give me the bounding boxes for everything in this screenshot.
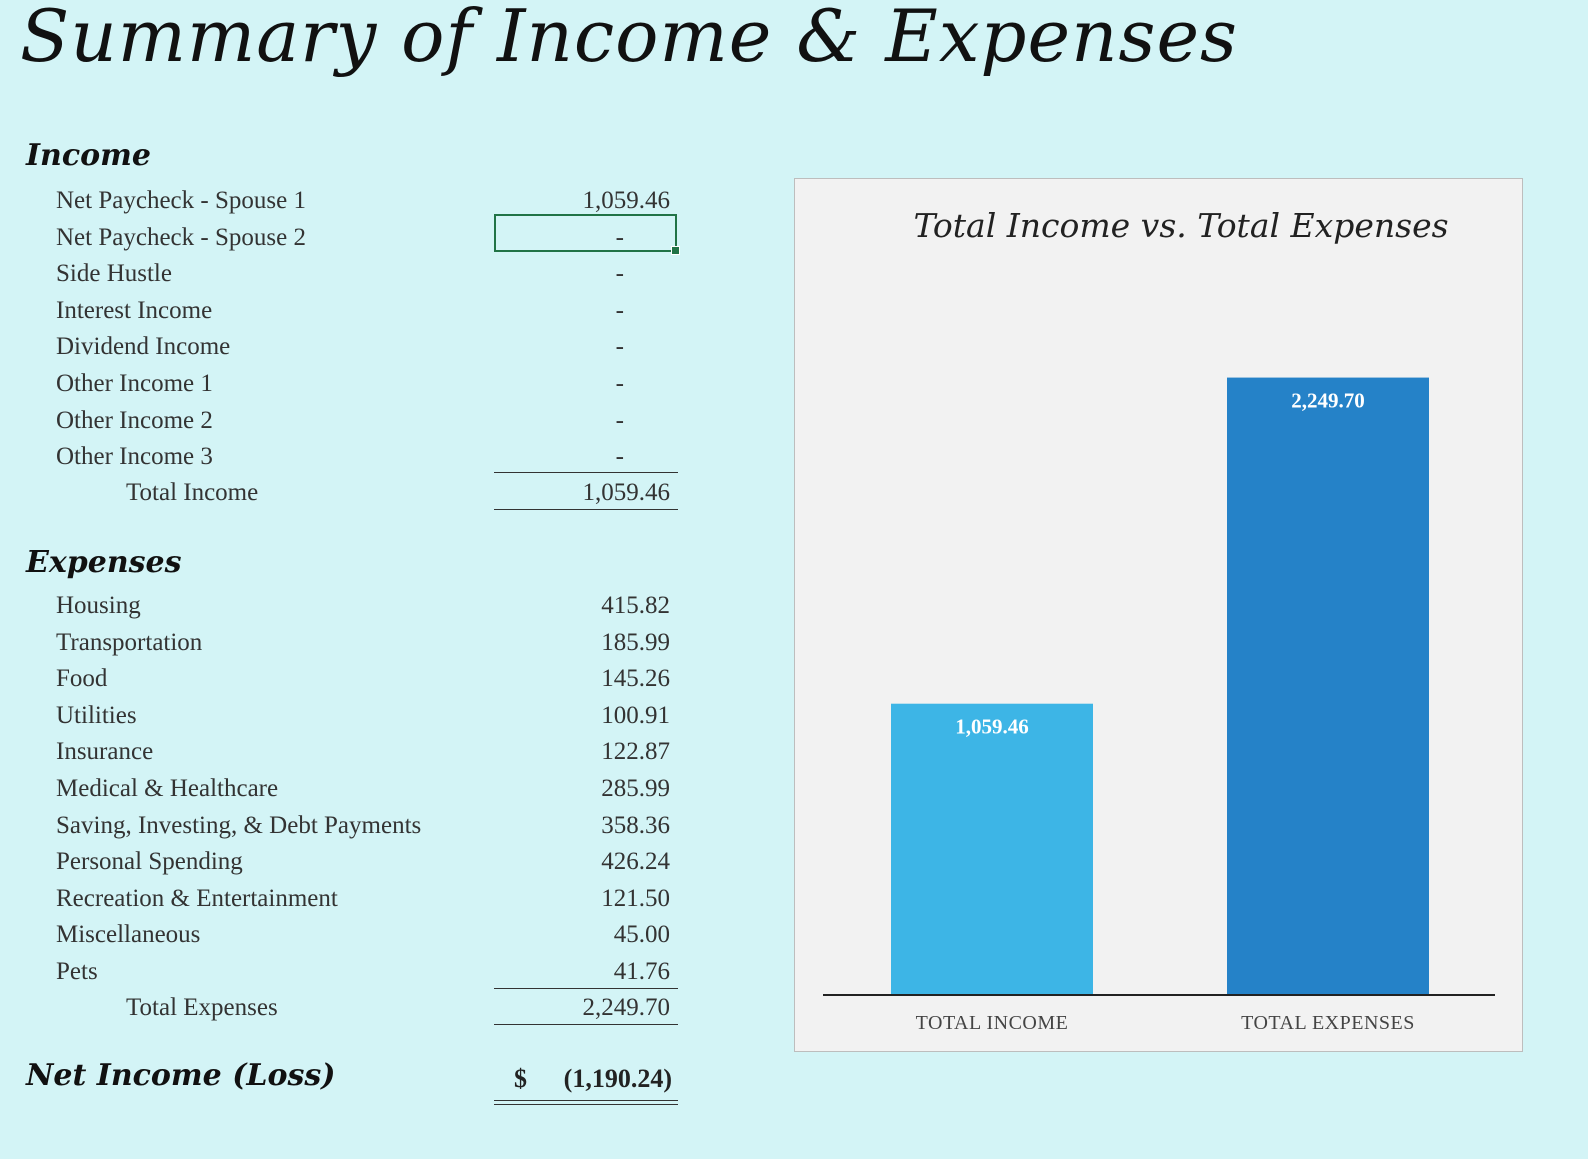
chart-bar (891, 703, 1093, 994)
expense-row-label: Housing (56, 592, 141, 619)
income-vs-expenses-chart[interactable]: Total Income vs. Total Expenses 1,059.46 T… (794, 178, 1523, 1052)
income-total-rule-bottom (494, 509, 678, 510)
income-total-row[interactable]: Total Income 1,059.46 (0, 475, 720, 512)
net-income-amount: (1,190.24) (563, 1064, 672, 1093)
chart-category-label: TOTAL EXPENSES (1241, 1012, 1415, 1034)
expense-row[interactable]: Pets 41.76 (0, 954, 720, 991)
income-row[interactable]: Dividend Income - (0, 329, 720, 366)
income-row-label: Other Income 2 (56, 406, 213, 434)
expense-row[interactable]: Recreation & Entertainment 121.50 (0, 881, 720, 918)
expense-row-label: Utilities (56, 701, 137, 729)
expense-row[interactable]: Utilities 100.91 (0, 698, 720, 735)
net-income-value[interactable]: $ (1,190.24) (494, 1064, 672, 1094)
expense-row-label: Medical & Healthcare (56, 775, 279, 802)
income-row-value: 1,059.46 (582, 187, 671, 214)
expenses-total-rule-top (494, 988, 678, 989)
expense-row-label: Food (56, 665, 108, 693)
expense-row[interactable]: Transportation 185.99 (0, 625, 720, 662)
income-row-value: - (615, 333, 624, 361)
expenses-heading: Expenses (26, 545, 182, 580)
income-row-label: Side Hustle (56, 260, 172, 288)
expense-row-value: 145.26 (601, 665, 670, 693)
expense-row-label: Pets (56, 958, 98, 985)
expense-row-value: 45.00 (613, 921, 670, 949)
income-total-value: 1,059.46 (582, 479, 671, 506)
expense-row[interactable]: Miscellaneous 45.00 (0, 917, 720, 954)
expense-row-value: 122.87 (601, 738, 670, 766)
income-row-label: Other Income 1 (56, 370, 213, 397)
expense-row[interactable]: Housing 415.82 (0, 588, 720, 625)
expense-row-value: 426.24 (601, 848, 670, 876)
expense-row-value: 415.82 (601, 592, 670, 619)
expenses-total-value: 2,249.70 (582, 994, 671, 1021)
expenses-total-row[interactable]: Total Expenses 2,249.70 (0, 990, 720, 1027)
net-rule-1 (494, 1100, 678, 1101)
chart-bar (1227, 377, 1429, 994)
income-row[interactable]: Other Income 3 - (0, 439, 720, 476)
expense-row-value: 121.50 (601, 884, 670, 912)
income-row-value: - (615, 406, 624, 434)
expense-row[interactable]: Personal Spending 426.24 (0, 844, 720, 881)
chart-data-label: 2,249.70 (1291, 389, 1365, 413)
expense-row-value: 100.91 (601, 701, 670, 729)
income-row[interactable]: Other Income 1 - (0, 366, 720, 403)
income-heading: Income (26, 138, 151, 173)
expense-row-value: 285.99 (601, 775, 670, 802)
expense-row-label: Transportation (56, 628, 203, 656)
income-row-value: - (615, 296, 624, 324)
expense-row-label: Saving, Investing, & Debt Payments (56, 811, 422, 839)
income-row-value: - (615, 370, 624, 397)
expenses-total-rule-bottom (494, 1024, 678, 1025)
fill-handle[interactable] (671, 246, 680, 255)
page-title: Summary of Income & Expenses (20, 0, 1239, 78)
income-row-value: - (615, 260, 624, 288)
income-row-value: - (615, 443, 624, 471)
net-income-currency: $ (514, 1064, 527, 1093)
expense-row-label: Miscellaneous (56, 921, 201, 949)
net-rule-2 (494, 1104, 678, 1105)
income-row-label: Net Paycheck - Spouse 1 (56, 187, 306, 214)
expense-row[interactable]: Food 145.26 (0, 661, 720, 698)
expense-row-label: Insurance (56, 738, 154, 766)
expense-row-value: 185.99 (601, 628, 670, 656)
income-total-rule-top (494, 472, 678, 473)
income-row[interactable]: Net Paycheck - Spouse 1 1,059.46 (0, 183, 720, 220)
expense-row-value: 41.76 (613, 958, 670, 985)
expense-row[interactable]: Saving, Investing, & Debt Payments 358.36 (0, 808, 720, 845)
income-row-value: - (615, 223, 624, 251)
expenses-total-label: Total Expenses (126, 994, 278, 1021)
expense-row[interactable]: Medical & Healthcare 285.99 (0, 771, 720, 808)
expense-row-label: Recreation & Entertainment (56, 884, 338, 912)
income-row[interactable]: Side Hustle - (0, 256, 720, 293)
income-row[interactable]: Other Income 2 - (0, 403, 720, 440)
chart-svg: Total Income vs. Total Expenses 1,059.46 T… (823, 206, 1495, 1034)
expense-row[interactable]: Insurance 122.87 (0, 734, 720, 771)
income-row-label: Interest Income (56, 296, 213, 324)
income-row-label: Net Paycheck - Spouse 2 (56, 223, 306, 251)
income-row-label: Other Income 3 (56, 443, 213, 471)
selected-cell[interactable] (494, 214, 680, 255)
chart-data-label: 1,059.46 (955, 715, 1029, 739)
income-row-label: Dividend Income (56, 333, 231, 361)
expense-row-value: 358.36 (601, 811, 670, 839)
chart-category-label: TOTAL INCOME (916, 1012, 1069, 1034)
income-total-label: Total Income (126, 479, 259, 506)
net-income-label: Net Income (Loss) (26, 1058, 336, 1093)
expense-row-label: Personal Spending (56, 848, 243, 876)
income-row[interactable]: Net Paycheck - Spouse 2 - (0, 220, 720, 257)
chart-title: Total Income vs. Total Expenses (913, 206, 1448, 245)
income-row[interactable]: Interest Income - (0, 293, 720, 330)
